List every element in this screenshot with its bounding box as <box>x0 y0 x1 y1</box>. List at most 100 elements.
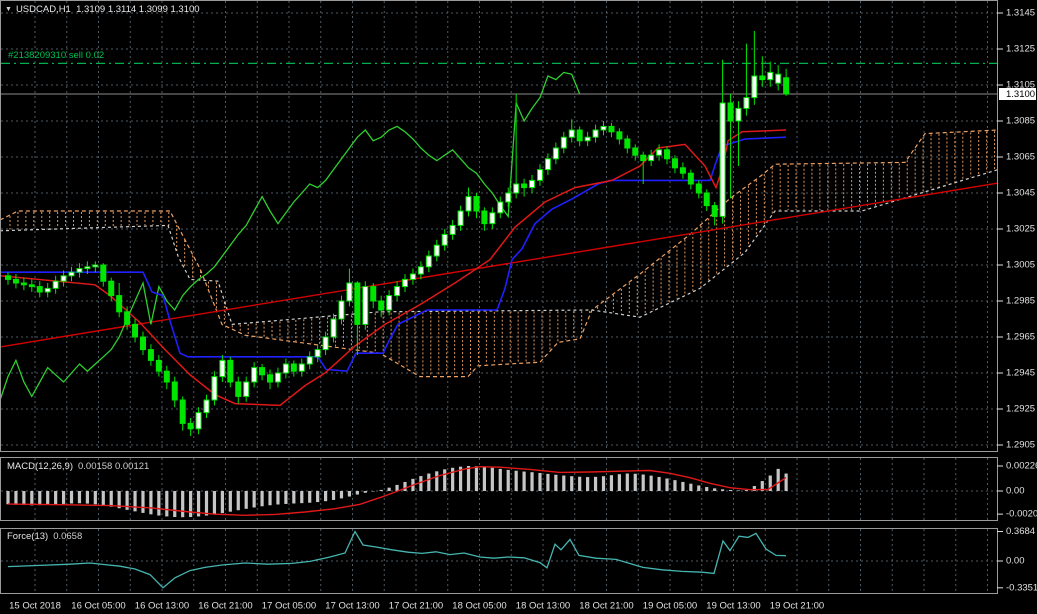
bull-candle-body <box>536 169 543 181</box>
bear-candle-body <box>695 183 702 194</box>
bull-candle-body <box>92 264 99 268</box>
time-axis-label: 17 Oct 05:00 <box>262 601 316 612</box>
price-axis-label: 1.3045 <box>1006 188 1035 199</box>
price-axis-label: 1.3105 <box>1006 80 1035 91</box>
price-axis-label: 1.2965 <box>1006 332 1035 343</box>
bull-candle-body <box>449 224 456 235</box>
bull-candle-body <box>68 271 75 277</box>
price-axis-label: 1.3145 <box>1006 8 1035 19</box>
price-axis-label: 1.2905 <box>1006 440 1035 451</box>
bull-candle-body <box>386 295 393 311</box>
bear-candle-body <box>20 282 27 286</box>
bear-candle-body <box>5 275 11 280</box>
bull-candle-body <box>314 349 321 358</box>
price-axis-label: 1.3125 <box>1006 44 1035 55</box>
ichimoku-cloud <box>0 129 999 378</box>
symbol-period-label: USDCAD,H1 <box>15 4 71 15</box>
time-axis-label: 19 Oct 05:00 <box>643 601 697 612</box>
price-axis-label: 1.3085 <box>1006 116 1035 127</box>
bull-candle-body <box>402 278 408 288</box>
bull-candle-body <box>465 196 472 212</box>
bull-candle-body <box>497 201 504 214</box>
bull-candle-body <box>425 255 432 268</box>
bear-candle-body <box>100 264 107 282</box>
price-axis-label: 1.2925 <box>1006 404 1035 415</box>
bull-candle-body <box>282 363 289 374</box>
bull-candle-body <box>322 336 329 351</box>
bear-candle-body <box>664 149 671 160</box>
pane-frame <box>0 0 998 452</box>
bull-candle-body <box>719 102 726 217</box>
tenkan-ma-line <box>0 129 787 407</box>
bear-candle-body <box>163 370 170 383</box>
candlestick-series <box>5 31 790 436</box>
bull-candle-body <box>648 154 655 162</box>
bull-candle-body <box>584 136 591 142</box>
order-line-label: #2138209310 sell 0.02 <box>8 50 105 61</box>
bid-price-tag <box>999 88 1036 100</box>
bull-candle-body <box>298 363 305 372</box>
bull-candle-body <box>441 233 448 246</box>
chart-title: ▼ USDCAD,H1 1.3109 1.3114 1.3099 1.3100 <box>5 4 200 15</box>
bull-candle-body <box>330 318 337 338</box>
bull-candle-body <box>203 399 210 414</box>
macd-signal-line <box>7 465 787 517</box>
bear-candle-body <box>187 422 194 430</box>
bear-candle-body <box>616 131 623 140</box>
bull-candle-body <box>44 287 51 293</box>
bear-candle-body <box>783 77 790 95</box>
senkou-span-b-line <box>0 169 999 326</box>
window-menu-icon[interactable]: ▼ <box>5 6 12 13</box>
bear-candle-body <box>124 311 131 325</box>
bull-candle-body <box>76 268 83 273</box>
bear-candle-body <box>227 359 234 383</box>
price-axis[interactable]: 1.3145 1.3125 1.3105 1.3085 1.3065 1.3045 1.30… <box>997 8 1037 594</box>
bull-candle-body <box>338 300 345 320</box>
bear-candle-body <box>108 280 115 297</box>
bear-candle-body <box>290 363 297 372</box>
bull-candle-body <box>505 192 512 203</box>
bull-candle-body <box>600 125 607 131</box>
time-axis-label: 18 Oct 21:00 <box>579 601 633 612</box>
time-axis-label: 17 Oct 21:00 <box>389 601 443 612</box>
bull-candle-body <box>251 367 258 383</box>
price-axis-label: 1.3025 <box>1006 224 1035 235</box>
bear-candle-body <box>378 300 385 311</box>
bull-candle-body <box>52 280 59 289</box>
bear-candle-body <box>624 138 631 149</box>
macd-pane <box>6 465 788 518</box>
bear-candle-body <box>139 336 146 351</box>
bear-candle-body <box>727 102 734 122</box>
bear-candle-body <box>703 192 710 207</box>
macd-indicator-label: MACD(12,26,9) 0.00158 0.00121 <box>7 461 150 472</box>
chikou-span-line <box>0 71 581 401</box>
bull-candle-body <box>767 71 774 81</box>
trendline-path[interactable] <box>0 182 999 348</box>
time-axis[interactable]: 15 Oct 2018 16 Oct 05:00 16 Oct 13:00 16 Oc… <box>9 601 824 612</box>
bull-candle-body <box>219 359 226 378</box>
price-axis-label: 1.3065 <box>1006 152 1035 163</box>
bear-candle-body <box>179 399 186 424</box>
bear-candle-body <box>521 183 528 189</box>
bear-candle-body <box>235 381 242 397</box>
macd-axis-label: 0.00226 <box>1006 461 1037 472</box>
bull-candle-body <box>735 107 742 122</box>
bull-candle-body <box>243 381 250 397</box>
bid-price-tag-text: 1.3100 <box>1006 89 1035 100</box>
trendline[interactable] <box>0 182 999 348</box>
bull-candle-body <box>560 136 567 149</box>
bull-candle-body <box>751 75 758 99</box>
bear-candle-body <box>473 196 480 212</box>
pane-divider[interactable] <box>0 452 998 457</box>
time-axis-label: 16 Oct 05:00 <box>71 601 125 612</box>
time-axis-label: 19 Oct 21:00 <box>770 601 824 612</box>
bull-candle-body <box>513 183 520 194</box>
force-axis-label: 0.00 <box>1006 556 1025 567</box>
bull-candle-body <box>656 149 663 156</box>
price-axis-label: 1.2945 <box>1006 368 1035 379</box>
grid-lines <box>1 1 997 593</box>
bear-candle-body <box>132 323 139 338</box>
pane-divider[interactable] <box>0 521 998 528</box>
